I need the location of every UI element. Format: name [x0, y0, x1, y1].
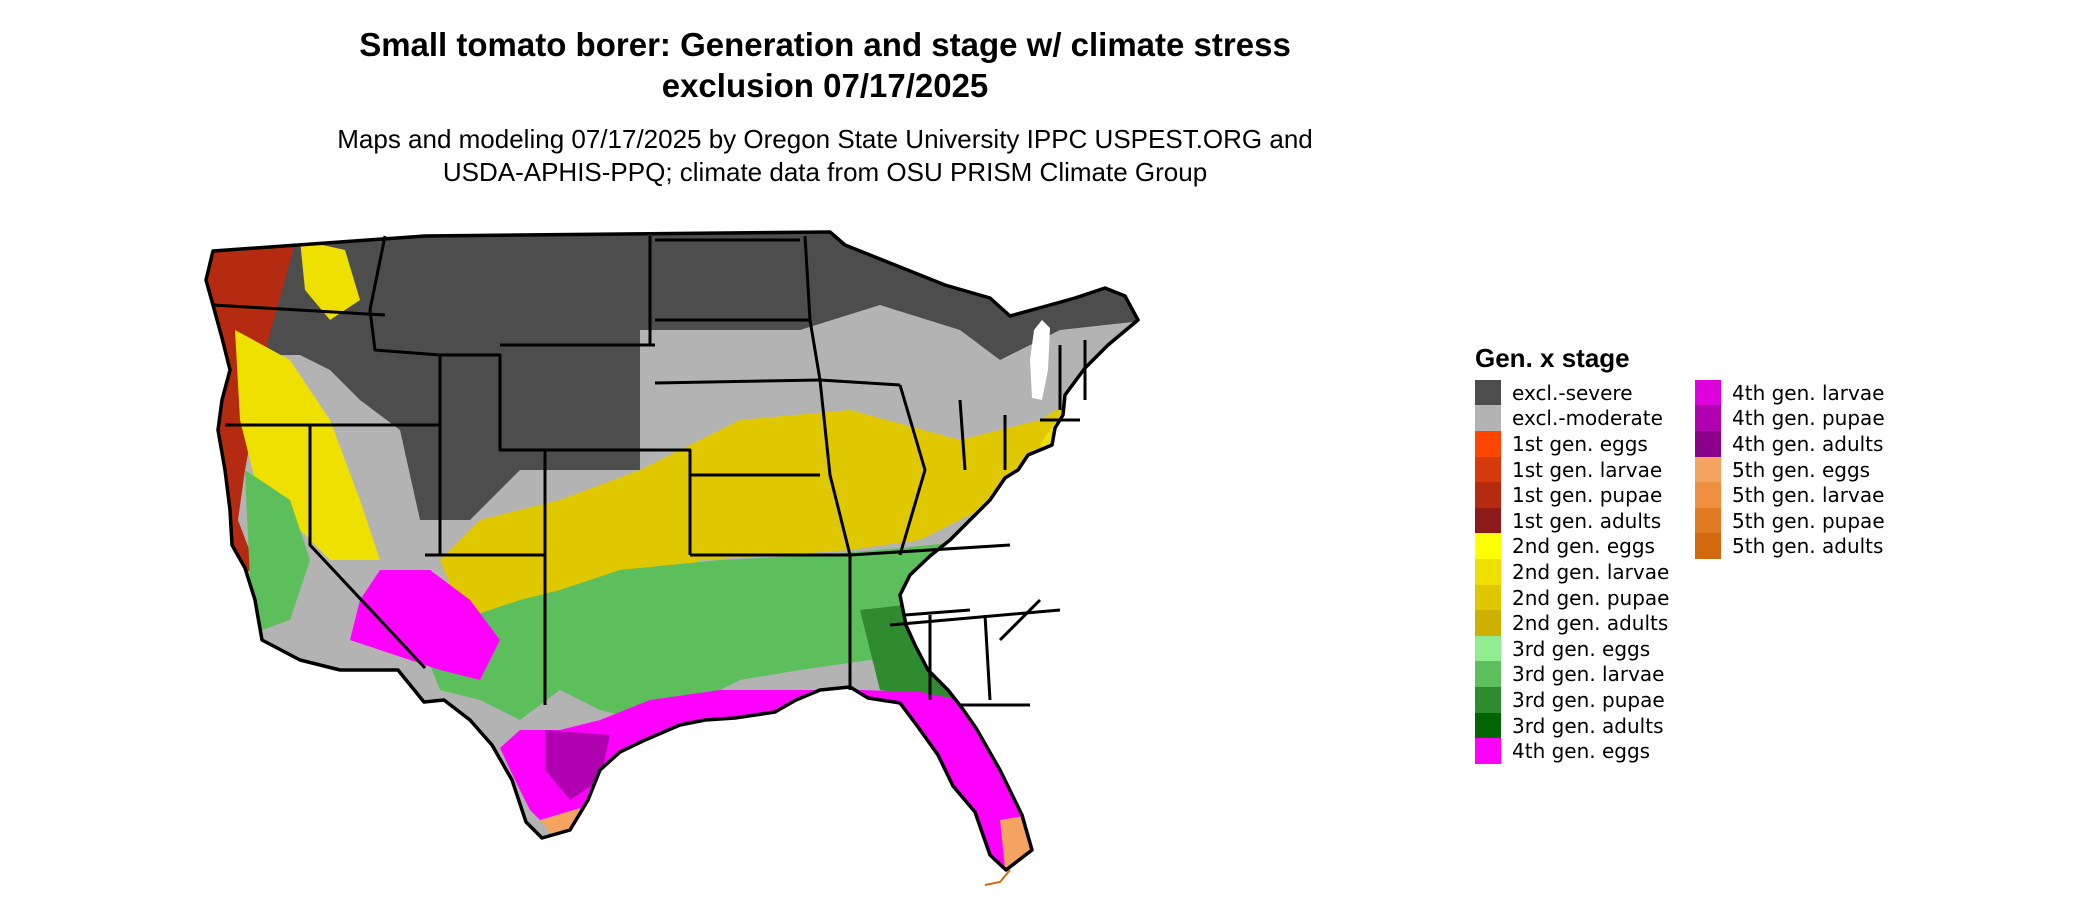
legend-swatch [1475, 405, 1501, 432]
legend-label: 1st gen. larvae [1512, 457, 1663, 482]
legend-column-1: excl.-severe excl.-moderate 1st gen. egg… [1475, 379, 1670, 765]
region-3rd-gen [420, 520, 1045, 720]
legend-label: 2nd gen. eggs [1512, 534, 1655, 559]
legend-swatch [1475, 635, 1501, 662]
legend-label: 1st gen. pupae [1512, 483, 1663, 508]
legend-label: 1st gen. eggs [1512, 431, 1648, 456]
legend-label: 5th gen. eggs [1732, 457, 1871, 482]
legend-swatch [1475, 584, 1501, 611]
legend-swatch [1475, 507, 1501, 534]
legend-swatch [1475, 558, 1501, 585]
legend-swatch [1475, 738, 1501, 765]
legend-label: 3rd gen. larvae [1512, 662, 1665, 687]
region-3rd-gen-california [245, 470, 310, 630]
legend-item: 2nd gen. larvae [1475, 558, 1670, 585]
legend-item: 2nd gen. eggs [1475, 533, 1669, 560]
legend-swatch [1695, 430, 1721, 457]
legend-swatch [1475, 379, 1501, 406]
legend-swatch [1475, 533, 1501, 560]
legend-label: 1st gen. adults [1512, 508, 1662, 533]
legend-swatch [1695, 533, 1721, 560]
legend-item: 3rd gen. pupae [1475, 686, 1669, 713]
state-borders [212, 235, 1087, 707]
legend-swatch [1475, 661, 1501, 688]
legend-label: excl.-severe [1512, 380, 1633, 405]
legend-item: 1st gen. eggs [1475, 430, 1669, 457]
legend-swatch [1695, 405, 1721, 432]
legend-swatch [1695, 456, 1721, 483]
legend-label: 5th gen. pupae [1732, 508, 1885, 533]
legend-label: 4th gen. larvae [1732, 380, 1885, 405]
legend-item: 2nd gen. adults [1475, 610, 1669, 637]
legend-item: 3rd gen. adults [1475, 712, 1669, 739]
florida-keys [984, 869, 1011, 886]
legend-item: 1st gen. adults [1475, 507, 1669, 534]
region-excl-severe [206, 232, 1138, 520]
us-outline [204, 230, 1140, 872]
legend-label: 3rd gen. adults [1512, 713, 1664, 738]
legend-column-2: 4th gen. larvae 4th gen. pupae 4th gen. … [1695, 379, 1885, 560]
map-title-line2: exclusion 07/17/2025 [661, 67, 989, 104]
map-subtitle-line1: Maps and modeling 07/17/2025 by Oregon S… [337, 124, 1313, 154]
legend-item: 4th gen. eggs [1475, 738, 1669, 765]
legend-swatch [1475, 712, 1501, 739]
legend-label: 2nd gen. pupae [1512, 585, 1670, 610]
legend-item: 5th gen. adults [1695, 533, 1885, 560]
legend-label: 4th gen. adults [1732, 431, 1884, 456]
region-2nd-gen-idaho [300, 240, 360, 320]
legend-label: 2nd gen. larvae [1512, 559, 1670, 584]
region-2nd-gen-west [235, 330, 380, 560]
map-title-line1: Small tomato borer: Generation and stage… [359, 26, 1291, 63]
map-subtitle-line2: USDA-APHIS-PPQ; climate data from OSU PR… [442, 157, 1208, 187]
legend-swatch [1475, 456, 1501, 483]
legend-label: 3rd gen. eggs [1512, 636, 1651, 661]
legend-item: 5th gen. pupae [1695, 507, 1885, 534]
us-map [204, 230, 1140, 886]
legend-label: 5th gen. larvae [1732, 483, 1885, 508]
legend-swatch [1475, 482, 1501, 509]
legend-label: 3rd gen. pupae [1512, 687, 1665, 712]
legend-item: excl.-severe [1475, 379, 1669, 406]
legend-item: 1st gen. pupae [1475, 482, 1669, 509]
legend-item: 5th gen. eggs [1695, 456, 1885, 483]
legend-label: 5th gen. adults [1732, 534, 1884, 559]
legend-swatch [1695, 379, 1721, 406]
legend-label: excl.-moderate [1512, 406, 1663, 431]
legend-item: 5th gen. larvae [1695, 482, 1885, 509]
legend-swatch [1695, 507, 1721, 534]
legend-label: 4th gen. pupae [1732, 406, 1885, 431]
legend-label: 2nd gen. adults [1512, 611, 1669, 636]
legend-item: 4th gen. pupae [1695, 405, 1885, 432]
legend-item: excl.-moderate [1475, 405, 1669, 432]
legend-title: Gen. x stage [1475, 343, 1630, 373]
region-4th-gen-gulf [500, 690, 1030, 870]
legend-item: 2nd gen. pupae [1475, 584, 1670, 611]
legend-item: 1st gen. larvae [1475, 456, 1669, 483]
legend-item: 4th gen. adults [1695, 430, 1885, 457]
legend-swatch [1475, 610, 1501, 637]
legend-swatch [1475, 430, 1501, 457]
legend-swatch [1475, 686, 1501, 713]
legend-item: 3rd gen. larvae [1475, 661, 1669, 688]
legend-swatch [1695, 482, 1721, 509]
lake-michigan [1030, 320, 1050, 400]
legend-item: 3rd gen. eggs [1475, 635, 1669, 662]
legend-label: 4th gen. eggs [1512, 739, 1651, 764]
region-4th-gen-southwest [350, 570, 500, 680]
legend-item: 4th gen. larvae [1695, 379, 1885, 406]
